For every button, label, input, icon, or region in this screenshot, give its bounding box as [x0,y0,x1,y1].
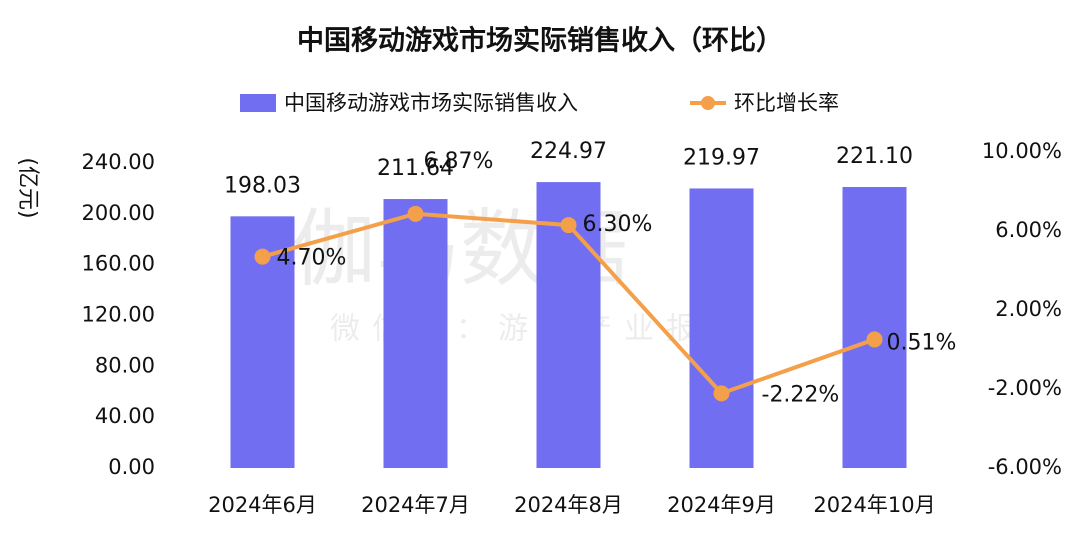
bar-value-label: 224.97 [530,139,607,164]
bar-value-label: 211.64 [377,156,454,181]
y2-tick-label: 6.00% [995,218,1062,242]
line-point [407,205,424,222]
y2-tick-label: 10.00% [982,139,1062,163]
bar-value-label: 221.10 [836,144,913,169]
line-value-label: 4.70% [277,246,347,271]
line-value-label: 6.30% [583,212,653,237]
line-value-label: -2.22% [762,382,840,407]
x-tick-label: 2024年10月 [813,493,935,517]
line-value-label: 6.87% [424,149,494,174]
bar [689,188,754,469]
line-point [254,248,271,265]
bar-value-label: 219.97 [683,145,760,170]
y2-tick-label: -6.00% [988,455,1062,479]
y-tick-label: 40.00 [95,404,155,428]
y-axis-label: (亿元) [15,157,40,218]
line-point [560,217,577,234]
chart-title: 中国移动游戏市场实际销售收入（环比） [297,25,783,57]
y-tick-label: 200.00 [82,201,155,225]
x-tick-label: 2024年7月 [361,493,470,517]
bar [842,187,907,469]
y-tick-label: 0.00 [108,455,155,479]
y-tick-label: 240.00 [82,150,155,174]
y2-tick-label: 2.00% [995,297,1062,321]
legend-label: 中国移动游戏市场实际销售收入 [284,91,578,115]
y2-tick-label: -2.00% [988,376,1062,400]
y-tick-label: 120.00 [82,303,155,327]
y-tick-label: 160.00 [82,252,155,276]
x-tick-label: 2024年8月 [514,493,623,517]
line-point [866,331,883,348]
line-point [713,385,730,402]
legend-label: 环比增长率 [734,91,839,115]
bar [383,199,448,468]
x-tick-label: 2024年9月 [667,493,776,517]
legend-swatch-dot [701,96,715,110]
bar-value-label: 198.03 [224,173,301,198]
y-tick-label: 80.00 [95,353,155,377]
line-value-label: 0.51% [887,330,957,355]
x-tick-label: 2024年6月 [208,493,317,517]
legend-swatch [240,94,276,112]
